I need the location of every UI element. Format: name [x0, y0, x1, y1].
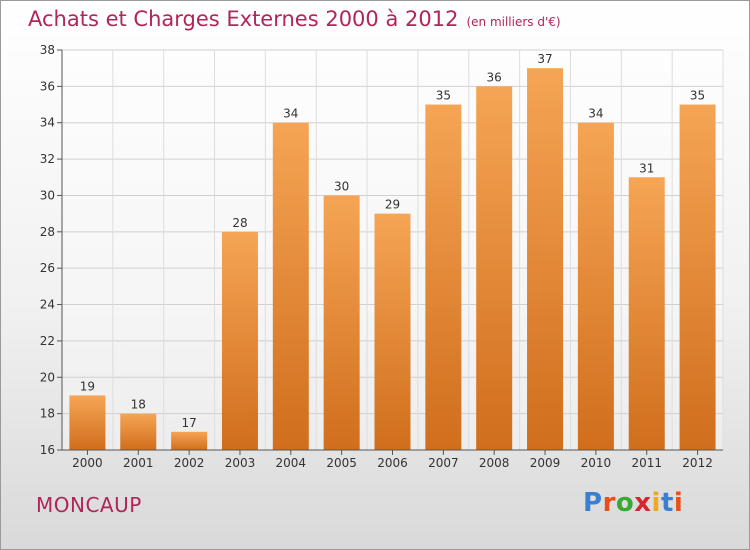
logo-letter: i [651, 488, 661, 518]
logo-letter: P [583, 488, 603, 518]
data-label: 30 [334, 179, 349, 193]
data-label: 35 [436, 89, 451, 103]
x-tick-label: 2000 [72, 456, 103, 470]
unit-label: (en milliers d'€) [466, 15, 561, 29]
x-tick-label: 2009 [530, 456, 561, 470]
bar-2011 [628, 177, 665, 451]
bar-2010 [577, 122, 614, 451]
logo-letter: x [634, 488, 652, 518]
bar-2008 [476, 86, 513, 450]
bar-2002 [171, 431, 208, 450]
data-label: 35 [690, 89, 705, 103]
data-label: 17 [181, 416, 196, 430]
bar-2012 [679, 104, 716, 450]
x-tick-label: 2005 [326, 456, 357, 470]
y-tick-label: 26 [40, 261, 55, 275]
chart-title: Achats et Charges Externes 2000 à 2012 (e… [28, 7, 561, 31]
y-tick-label: 22 [40, 334, 55, 348]
bar-2003 [221, 231, 258, 450]
y-tick-label: 24 [40, 298, 55, 312]
data-label: 28 [232, 216, 247, 230]
data-label: 37 [537, 52, 552, 66]
x-tick-label: 2003 [225, 456, 256, 470]
bar-2000 [69, 395, 106, 450]
logo-letter: r [602, 488, 616, 518]
bar-2007 [425, 104, 462, 450]
axes: 16 18 20 22 24 26 28 30 32 34 36 38 2000 2001 2002 2003… [40, 43, 723, 470]
data-label: 19 [80, 379, 95, 393]
y-tick-label: 16 [40, 443, 55, 457]
data-label: 31 [639, 161, 654, 175]
bar-2001 [120, 413, 157, 450]
x-tick-label: 2010 [581, 456, 612, 470]
data-label: 18 [131, 398, 146, 412]
y-tick-label: 36 [40, 79, 55, 93]
bars: 19 18 17 28 34 30 29 35 36 37 34 31 35 [69, 52, 716, 451]
x-tick-label: 2007 [428, 456, 459, 470]
x-tick-label: 2001 [123, 456, 154, 470]
x-tick-label: 2011 [631, 456, 662, 470]
bar-2004 [272, 122, 309, 451]
y-tick-label: 30 [40, 188, 55, 202]
logo-letter: i [673, 488, 684, 518]
proxiti-logo[interactable]: Proxiti [583, 488, 683, 518]
data-label: 34 [588, 107, 603, 121]
y-tick-label: 38 [40, 43, 55, 57]
bar-2005 [323, 195, 360, 450]
data-label: 36 [487, 70, 502, 84]
data-label: 34 [283, 107, 298, 121]
x-tick-label: 2004 [276, 456, 307, 470]
logo-letter: t [660, 488, 674, 518]
commune-name: MONCAUP [36, 493, 142, 517]
x-tick-label: 2008 [479, 456, 510, 470]
logo-letter: o [615, 488, 635, 518]
bar-2009 [527, 68, 564, 450]
bar-2006 [374, 213, 411, 450]
y-tick-label: 18 [40, 407, 55, 421]
x-tick-label: 2002 [174, 456, 205, 470]
y-tick-label: 20 [40, 370, 55, 384]
y-tick-label: 32 [40, 152, 55, 166]
title-text: Achats et Charges Externes 2000 à 2012 [28, 7, 459, 31]
y-tick-label: 34 [40, 116, 55, 130]
x-tick-label: 2006 [377, 456, 408, 470]
y-tick-label: 28 [40, 225, 55, 239]
x-tick-label: 2012 [682, 456, 713, 470]
data-label: 29 [385, 198, 400, 212]
